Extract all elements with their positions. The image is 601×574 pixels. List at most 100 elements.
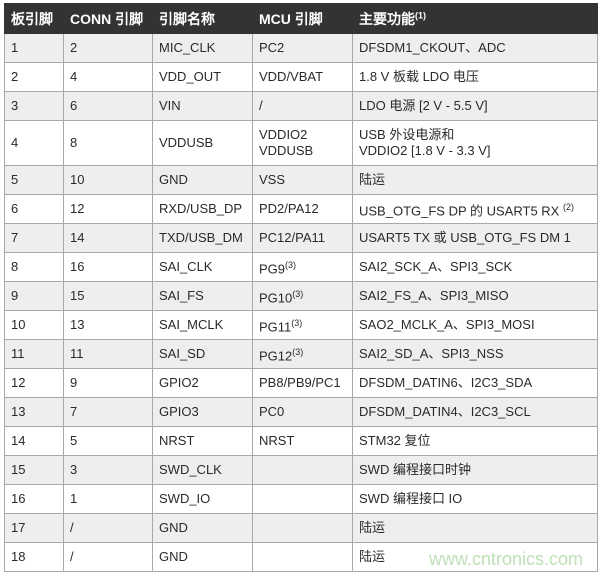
conn-pin: 16 <box>70 259 85 274</box>
mcu-pin-cell: VSS <box>252 165 353 195</box>
conn-pin-cell: 9 <box>63 368 153 398</box>
conn-pin: 3 <box>70 462 78 477</box>
board-pin: 15 <box>11 462 26 477</box>
pin-name-cell: TXD/USB_DM <box>152 223 253 253</box>
conn-pin: 14 <box>70 230 85 245</box>
board-pin-cell: 11 <box>4 339 64 369</box>
function-cell: LDO 电源 [2 V - 5.5 V] <box>352 91 598 121</box>
pin-table: 板引脚 CONN 引脚 引脚名称 MCU 引脚 主要功能(1) 1 2 MIC_CL… <box>4 3 598 572</box>
conn-pin: 13 <box>70 317 85 332</box>
function-cell: SWD 编程接口 IO <box>352 484 598 514</box>
board-pin: 1 <box>11 40 19 55</box>
board-pin: 4 <box>11 135 19 150</box>
header-row: 板引脚 CONN 引脚 引脚名称 MCU 引脚 主要功能(1) <box>4 3 598 34</box>
function: SAO2_MCLK_A、SPI3_MOSI <box>359 317 535 332</box>
mcu-pin: PB8/PB9/PC1 <box>259 375 341 390</box>
conn-pin-cell: 5 <box>63 426 153 456</box>
conn-pin: 8 <box>70 135 78 150</box>
function-cell: 1.8 V 板载 LDO 电压 <box>352 62 598 92</box>
pin-name-cell: GND <box>152 542 253 572</box>
board-pin: 11 <box>11 346 25 361</box>
conn-pin: 4 <box>70 69 78 84</box>
table-row: 10 13 SAI_MCLK PG11(3) SAO2_MCLK_A、SPI3_MOSI <box>4 310 598 340</box>
pin-name: TXD/USB_DM <box>159 230 243 245</box>
conn-pin-cell: 14 <box>63 223 153 253</box>
mcu-pin-cell <box>252 513 353 543</box>
table-row: 15 3 SWD_CLK SWD 编程接口时钟 <box>4 455 598 485</box>
conn-pin-cell: 7 <box>63 397 153 427</box>
mcu-pin: VDDIO2 <box>259 127 308 142</box>
function-cell: SAI2_SCK_A、SPI3_SCK <box>352 252 598 282</box>
header-mcu-pin: MCU 引脚 <box>252 3 353 34</box>
pin-name: SAI_MCLK <box>159 317 224 332</box>
mcu-pin-cell: PG11(3) <box>252 310 353 340</box>
pin-name-cell: SWD_CLK <box>152 455 253 485</box>
pin-name: VDDUSB <box>159 135 214 150</box>
function-cell: USB 外设电源和 VDDIO2 [1.8 V - 3.3 V] <box>352 120 598 166</box>
table-row: 17 / GND 陆运 <box>4 513 598 543</box>
function-cell: DFSDM1_CKOUT、ADC <box>352 33 598 63</box>
table-row: 9 15 SAI_FS PG10(3) SAI2_FS_A、SPI3_MISO <box>4 281 598 311</box>
board-pin: 7 <box>11 230 19 245</box>
pin-name: GPIO2 <box>159 375 199 390</box>
function: DFSDM_DATIN4、I2C3_SCL <box>359 404 531 419</box>
pin-name-cell: SAI_FS <box>152 281 253 311</box>
board-pin-cell: 1 <box>4 33 64 63</box>
conn-pin: 15 <box>70 288 85 303</box>
mcu-pin-cell: PG10(3) <box>252 281 353 311</box>
conn-pin-cell: 3 <box>63 455 153 485</box>
conn-pin-cell: 2 <box>63 33 153 63</box>
mcu-pin-cell: PB8/PB9/PC1 <box>252 368 353 398</box>
pin-name: GPIO3 <box>159 404 199 419</box>
function: SAI2_SCK_A、SPI3_SCK <box>359 259 513 274</box>
function: USB 外设电源和 <box>359 127 455 142</box>
mcu-pin-cell: PC2 <box>252 33 353 63</box>
board-pin: 14 <box>11 433 26 448</box>
function-cell: 陆运 <box>352 542 598 572</box>
pin-name: SWD_IO <box>159 491 211 506</box>
board-pin: 10 <box>11 317 26 332</box>
function: 陆运 <box>359 172 386 187</box>
mcu-pin-cell: VDDIO2 VDDUSB <box>252 120 353 166</box>
conn-pin: 12 <box>70 201 85 216</box>
function-cell: SAI2_SD_A、SPI3_NSS <box>352 339 598 369</box>
function: LDO 电源 [2 V - 5.5 V] <box>359 98 488 113</box>
board-pin-cell: 12 <box>4 368 64 398</box>
mcu-pin-cell: PD2/PA12 <box>252 194 353 224</box>
conn-pin-cell: 4 <box>63 62 153 92</box>
function-cell: USB_OTG_FS DP 的 USART5 RX (2) <box>352 194 598 224</box>
table-row: 11 11 SAI_SD PG12(3) SAI2_SD_A、SPI3_NSS <box>4 339 598 369</box>
board-pin-cell: 3 <box>4 91 64 121</box>
conn-pin: 10 <box>70 172 85 187</box>
conn-pin-cell: 8 <box>63 120 153 166</box>
board-pin-cell: 6 <box>4 194 64 224</box>
watermark: www.cntronics.com <box>428 549 583 569</box>
board-pin-cell: 13 <box>4 397 64 427</box>
board-pin: 16 <box>11 491 26 506</box>
mcu-pin-cell: PG12(3) <box>252 339 353 369</box>
table-row: 8 16 SAI_CLK PG9(3) SAI2_SCK_A、SPI3_SCK <box>4 252 598 282</box>
conn-pin: 1 <box>70 491 78 506</box>
conn-pin: 5 <box>70 433 78 448</box>
conn-pin-cell: / <box>63 513 153 543</box>
mcu-pin-cell <box>252 484 353 514</box>
mcu-pin-cell: VDD/VBAT <box>252 62 353 92</box>
mcu-pin-cell: PC12/PA11 <box>252 223 353 253</box>
function: SWD 编程接口 IO <box>359 491 463 506</box>
pin-name: RXD/USB_DP <box>159 201 243 216</box>
pin-name-cell: VDDUSB <box>152 120 253 166</box>
conn-pin: 11 <box>70 346 84 361</box>
table-row: 6 12 RXD/USB_DP PD2/PA12 USB_OTG_FS DP 的 USA… <box>4 194 598 224</box>
function: USB_OTG_FS DP 的 USART5 RX <box>359 203 563 219</box>
function: 陆运 <box>359 520 386 535</box>
conn-pin: / <box>70 549 74 564</box>
pin-name: VDD_OUT <box>159 69 222 84</box>
pin-name: SWD_CLK <box>159 462 222 477</box>
mcu-pin-cell: NRST <box>252 426 353 456</box>
footnote-ref: (3) <box>292 346 304 357</box>
table-row: 1 2 MIC_CLK PC2 DFSDM1_CKOUT、ADC <box>4 33 598 63</box>
conn-pin-cell: 12 <box>63 194 153 224</box>
board-pin: 17 <box>11 520 26 535</box>
board-pin: 8 <box>11 259 19 274</box>
header-main-function: 主要功能(1) <box>352 3 598 34</box>
